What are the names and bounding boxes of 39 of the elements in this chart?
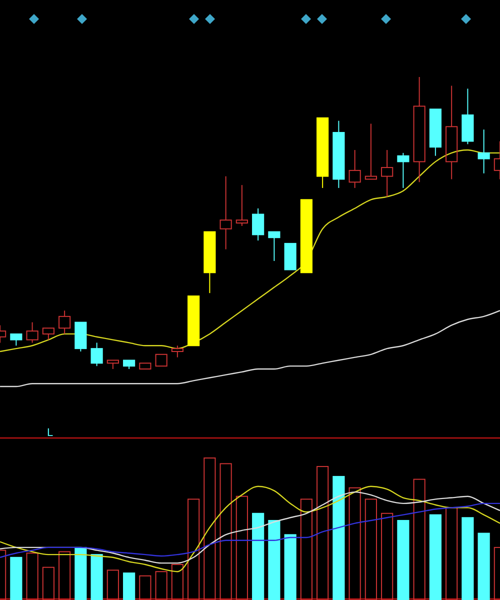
candlestick: [478, 129, 490, 174]
bar: [74, 546, 87, 600]
candlestick: [381, 150, 394, 198]
bar: [478, 532, 490, 600]
bar: [10, 556, 22, 600]
bar: [300, 498, 312, 600]
bar: [106, 570, 119, 600]
bar: [204, 458, 216, 600]
bar: [446, 507, 458, 600]
candlestick: [413, 76, 426, 183]
bar: [236, 496, 248, 600]
bar: [381, 512, 394, 600]
bar: [188, 498, 200, 600]
bar: [139, 575, 152, 600]
bar: [268, 520, 280, 600]
bar: [123, 572, 136, 600]
bar: [42, 566, 54, 600]
bar: [155, 571, 168, 600]
bar: [252, 512, 264, 600]
bar: [284, 534, 296, 600]
bar: [316, 466, 329, 600]
bar: [413, 478, 426, 600]
text: L: [46, 427, 54, 439]
candlestick: [58, 310, 71, 334]
candlestick: [220, 176, 232, 250]
bar: [348, 487, 361, 600]
bar: [26, 552, 38, 600]
bar: [90, 554, 103, 600]
bar: [58, 551, 71, 600]
bar: [397, 520, 410, 600]
bar: [429, 514, 442, 600]
bar: [220, 463, 232, 600]
bar: [171, 564, 184, 600]
candlestick: [348, 150, 361, 188]
candlestick: [446, 85, 458, 180]
bar: [364, 498, 377, 600]
bar: [462, 517, 474, 600]
candlestick: [332, 120, 345, 188]
bar: [332, 476, 345, 600]
